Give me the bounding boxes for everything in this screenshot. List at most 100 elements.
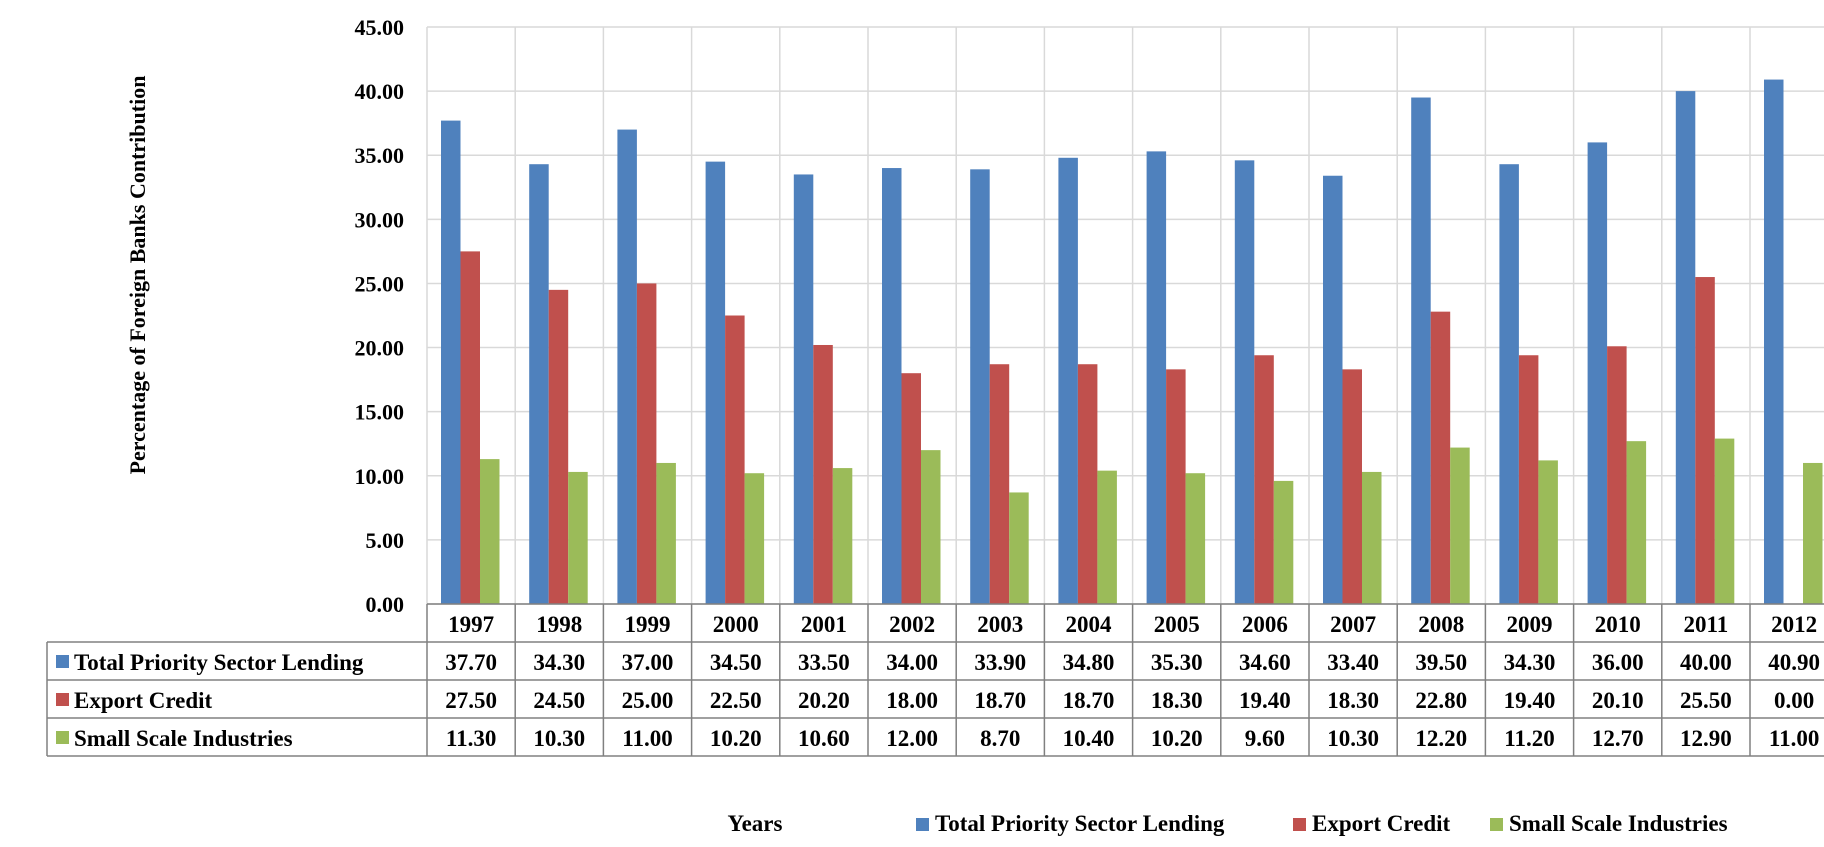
data-table-cell: 18.70 [974, 688, 1026, 713]
y-tick-label: 10.00 [355, 464, 405, 489]
x-tick-label: 2007 [1330, 612, 1376, 637]
data-table-cell: 18.30 [1327, 688, 1379, 713]
data-table-cell: 18.30 [1151, 688, 1203, 713]
bar-export-credit-1999 [636, 283, 657, 604]
table-legend-key [56, 655, 69, 668]
data-table-cell: 37.70 [445, 650, 497, 675]
bar-small-scale-industries-2005 [1185, 473, 1206, 604]
bar-total-priority-sector-lending-1998 [529, 164, 549, 604]
x-tick-label: 2010 [1595, 612, 1641, 637]
bar-total-priority-sector-lending-2005 [1146, 151, 1167, 604]
data-table-cell: 10.60 [798, 726, 850, 751]
data-table-cell: 10.40 [1063, 726, 1115, 751]
data-table-cell: 33.90 [974, 650, 1026, 675]
bar-total-priority-sector-lending-2010 [1587, 142, 1608, 604]
bar-small-scale-industries-2009 [1538, 460, 1558, 604]
bar-small-scale-industries-1997 [480, 459, 500, 604]
data-table-cell: 0.00 [1774, 688, 1814, 713]
data-table-cell: 11.00 [622, 726, 672, 751]
bar-total-priority-sector-lending-2007 [1323, 175, 1343, 604]
bar-small-scale-industries-2012 [1803, 462, 1823, 604]
bar-total-priority-sector-lending-1997 [441, 120, 461, 604]
legend-entry: Small Scale Industries [1509, 811, 1728, 836]
data-table-cell: 22.50 [710, 688, 762, 713]
x-tick-label: 2011 [1684, 612, 1729, 637]
bar-total-priority-sector-lending-2012 [1764, 79, 1784, 605]
bar-small-scale-industries-2010 [1626, 441, 1647, 604]
bar-small-scale-industries-2000 [744, 473, 765, 604]
data-table-cell: 12.20 [1415, 726, 1467, 751]
data-table-cell: 25.50 [1680, 688, 1732, 713]
data-table-cell: 27.50 [445, 688, 497, 713]
bar-total-priority-sector-lending-2002 [882, 168, 902, 605]
y-axis-tick-labels: 0.00 5.00 10.00 15.00 20.00 25.00 30.00 35.00 40… [355, 15, 405, 617]
bar-small-scale-industries-2002 [921, 450, 941, 604]
data-table-cell: 39.50 [1415, 650, 1467, 675]
bar-export-credit-2008 [1430, 311, 1451, 604]
legend: Total Priority Sector Lending Export Cred… [916, 811, 1728, 836]
bar-export-credit-2007 [1342, 369, 1362, 604]
data-table-cell: 37.00 [622, 650, 674, 675]
data-table-cell: 34.50 [710, 650, 762, 675]
x-tick-label: 1997 [448, 612, 494, 637]
data-table-cell: 35.30 [1151, 650, 1203, 675]
bar-small-scale-industries-2011 [1714, 438, 1735, 604]
bar-small-scale-industries-1999 [656, 462, 676, 604]
bar-export-credit-1997 [460, 251, 480, 604]
data-table-cell: 34.60 [1239, 650, 1291, 675]
bar-total-priority-sector-lending-2003 [970, 169, 990, 604]
table-row-label: Total Priority Sector Lending [74, 650, 364, 675]
x-tick-label: 2012 [1771, 612, 1817, 637]
table-legend-key [56, 731, 69, 744]
y-tick-label: 45.00 [355, 15, 405, 40]
data-table-cell: 10.30 [533, 726, 585, 751]
data-table-cell: 34.00 [886, 650, 938, 675]
x-tick-label: 2000 [713, 612, 759, 637]
legend-entry: Export Credit [1312, 811, 1451, 836]
bar-total-priority-sector-lending-1999 [617, 129, 637, 605]
x-tick-label: 2001 [801, 612, 847, 637]
x-axis-label: Years [728, 811, 783, 836]
data-table-cell: 10.20 [710, 726, 762, 751]
x-tick-label: 2003 [977, 612, 1023, 637]
legend-swatch [1490, 818, 1503, 831]
data-table-cell: 8.70 [980, 726, 1020, 751]
data-table-cell: 34.30 [533, 650, 585, 675]
bar-export-credit-2006 [1254, 355, 1274, 604]
bar-small-scale-industries-2006 [1273, 480, 1294, 604]
y-tick-label: 0.00 [366, 592, 405, 617]
data-table-cell: 25.00 [622, 688, 674, 713]
bar-export-credit-2001 [813, 344, 833, 604]
data-table-cell: 40.90 [1768, 650, 1820, 675]
legend-swatch [916, 818, 929, 831]
bar-small-scale-industries-2001 [832, 468, 853, 604]
bar-small-scale-industries-2007 [1362, 471, 1382, 604]
y-tick-label: 20.00 [355, 336, 405, 361]
bar-export-credit-1998 [548, 289, 569, 604]
data-table-cell: 36.00 [1592, 650, 1644, 675]
bar-export-credit-2011 [1695, 277, 1715, 604]
x-tick-label: 1999 [625, 612, 671, 637]
data-table-cell: 10.30 [1327, 726, 1379, 751]
data-table-cell: 12.90 [1680, 726, 1732, 751]
legend-swatch [1293, 818, 1306, 831]
bar-total-priority-sector-lending-2011 [1675, 91, 1696, 605]
bar-small-scale-industries-2008 [1450, 447, 1470, 604]
x-tick-label: 2004 [1066, 612, 1113, 637]
data-table-cell: 34.30 [1504, 650, 1556, 675]
x-tick-label: 2002 [889, 612, 935, 637]
y-tick-label: 25.00 [355, 271, 405, 296]
bar-small-scale-industries-1998 [568, 471, 588, 604]
table-legend-key [56, 693, 69, 706]
bar-small-scale-industries-2004 [1097, 470, 1117, 604]
data-table-cell: 40.00 [1680, 650, 1732, 675]
bar-total-priority-sector-lending-2006 [1234, 160, 1255, 604]
data-table-cell: 18.00 [886, 688, 938, 713]
data-table-cell: 19.40 [1504, 688, 1556, 713]
bar-export-credit-2002 [901, 373, 921, 604]
data-table-cell: 19.40 [1239, 688, 1291, 713]
bars [441, 79, 1823, 605]
table-row-label: Small Scale Industries [74, 726, 293, 751]
data-table-cell: 12.00 [886, 726, 938, 751]
